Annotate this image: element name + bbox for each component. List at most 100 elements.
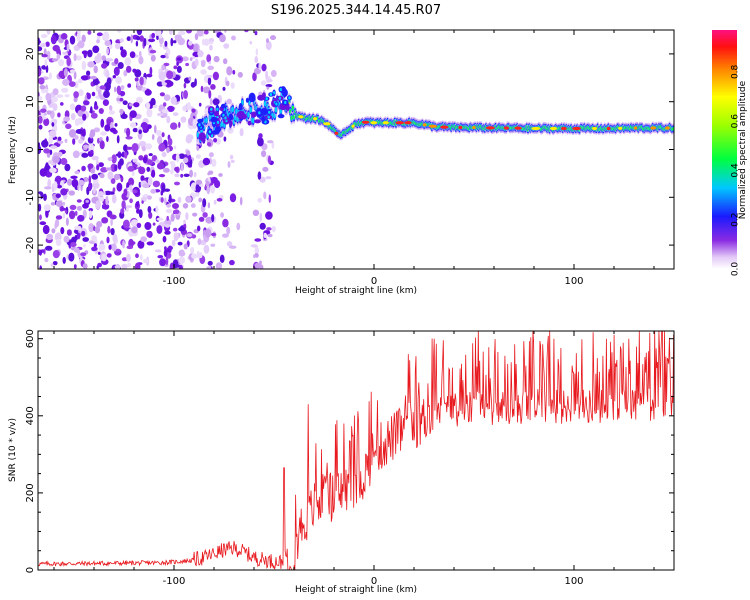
heatmap-cell xyxy=(147,206,152,213)
heatmap-cell xyxy=(143,37,147,47)
heatmap-cell xyxy=(114,58,119,65)
heatmap-cell xyxy=(198,123,201,127)
heatmap-cell xyxy=(53,118,58,125)
heatmap-cell xyxy=(46,50,51,60)
heatmap-cell xyxy=(140,254,143,261)
heatmap-cell xyxy=(88,208,94,212)
heatmap-cell xyxy=(144,222,152,230)
heatmap-cell xyxy=(162,235,167,243)
heatmap-cell xyxy=(54,232,62,242)
heatmap-cell xyxy=(166,215,169,221)
y-tick-label: 20 xyxy=(25,48,36,61)
heatmap-cell xyxy=(203,30,209,35)
heatmap-cell xyxy=(265,97,268,101)
heatmap-cell xyxy=(271,141,275,149)
heatmap-cell xyxy=(132,164,138,168)
heatmap-cell xyxy=(94,226,101,234)
heatmap-cell xyxy=(142,183,150,189)
heatmap-cell xyxy=(62,212,66,219)
heatmap-cell xyxy=(131,143,139,153)
heatmap-cell xyxy=(123,70,128,77)
heatmap-cell xyxy=(125,205,133,209)
heatmap-cell xyxy=(60,227,65,235)
heatmap-cell xyxy=(267,140,274,144)
heatmap-cell xyxy=(100,131,107,136)
heatmap-cell xyxy=(633,126,638,130)
heatmap-cell xyxy=(116,135,120,144)
heatmap-cell xyxy=(41,139,49,148)
chart-title: S196.2025.344.14.45.R07 xyxy=(271,3,441,18)
heatmap-cell xyxy=(120,49,127,58)
heatmap-cell xyxy=(158,143,166,152)
heatmap-cell xyxy=(39,221,47,226)
heatmap-cell xyxy=(82,237,89,242)
heatmap-cell xyxy=(606,126,611,131)
heatmap-cell xyxy=(55,193,61,198)
colorbar-axis: 0.0 0.2 0.4 0.6 0.8 xyxy=(731,64,741,276)
heatmap-cell xyxy=(93,243,97,248)
heatmap-cell xyxy=(210,107,213,111)
heatmap-cell xyxy=(46,30,51,35)
heatmap-cell xyxy=(261,107,268,116)
heatmap-cell xyxy=(150,188,157,194)
snr-series-line xyxy=(38,331,674,570)
y-tick-label: 0 xyxy=(25,567,36,573)
heatmap-cell xyxy=(61,87,69,93)
heatmap-cell xyxy=(170,169,174,175)
heatmap-cell xyxy=(168,194,172,204)
heatmap-cell xyxy=(650,126,657,130)
heatmap-cell xyxy=(148,153,153,157)
heatmap-cell xyxy=(224,116,227,120)
heatmap-cell xyxy=(45,88,49,94)
heatmap-cell xyxy=(209,98,213,106)
heatmap-cell xyxy=(40,43,47,48)
heatmap-cell xyxy=(60,207,67,211)
heatmap-cell xyxy=(46,233,54,241)
heatmap-cell xyxy=(39,249,42,256)
heatmap-cell xyxy=(189,169,194,178)
heatmap-cell xyxy=(291,105,294,110)
heatmap-cell xyxy=(111,243,117,252)
heatmap-cell xyxy=(64,138,68,143)
heatmap-cell xyxy=(313,117,317,121)
heatmap-cell xyxy=(82,203,89,209)
heatmap-cell xyxy=(223,43,230,49)
heatmap-cell xyxy=(200,85,204,93)
heatmap-cell xyxy=(38,203,42,212)
heatmap-cell xyxy=(55,215,63,220)
heatmap-cell xyxy=(183,82,187,89)
heatmap-cell xyxy=(265,211,273,220)
heatmap-cell xyxy=(77,109,84,117)
heatmap-cell xyxy=(216,120,220,124)
heatmap-cell xyxy=(210,243,216,247)
colorbar: 0.0 0.2 0.4 0.6 0.8 Normalized spectral ampl… xyxy=(712,30,748,276)
heatmap-cell xyxy=(45,41,50,47)
heatmap-cell xyxy=(149,66,153,76)
heatmap-cell xyxy=(174,173,180,178)
heatmap-cell xyxy=(161,151,167,158)
heatmap-cell xyxy=(222,113,225,117)
heatmap-cell xyxy=(90,106,93,114)
heatmap-cell xyxy=(88,210,93,219)
heatmap-cell xyxy=(77,40,85,49)
heatmap-cell xyxy=(149,49,157,54)
heatmap-cell xyxy=(267,115,270,119)
heatmap-cell xyxy=(51,96,58,103)
heatmap-cell xyxy=(42,224,50,235)
heatmap-cell xyxy=(155,159,160,164)
x-tick-label: 100 xyxy=(564,276,583,287)
heatmap-cell xyxy=(170,122,178,130)
heatmap-cell xyxy=(264,100,267,107)
heatmap-cell xyxy=(178,256,185,264)
heatmap-cell xyxy=(104,124,111,132)
heatmap-cell xyxy=(166,70,174,79)
heatmap-cell xyxy=(135,96,143,104)
heatmap-cell xyxy=(258,111,261,115)
heatmap-cell xyxy=(83,50,87,59)
heatmap-cell xyxy=(139,76,144,86)
heatmap-cell xyxy=(266,227,272,231)
heatmap-cell xyxy=(198,132,206,142)
heatmap-cell xyxy=(155,130,162,136)
heatmap-cell xyxy=(72,138,76,145)
heatmap-cell xyxy=(211,214,215,223)
